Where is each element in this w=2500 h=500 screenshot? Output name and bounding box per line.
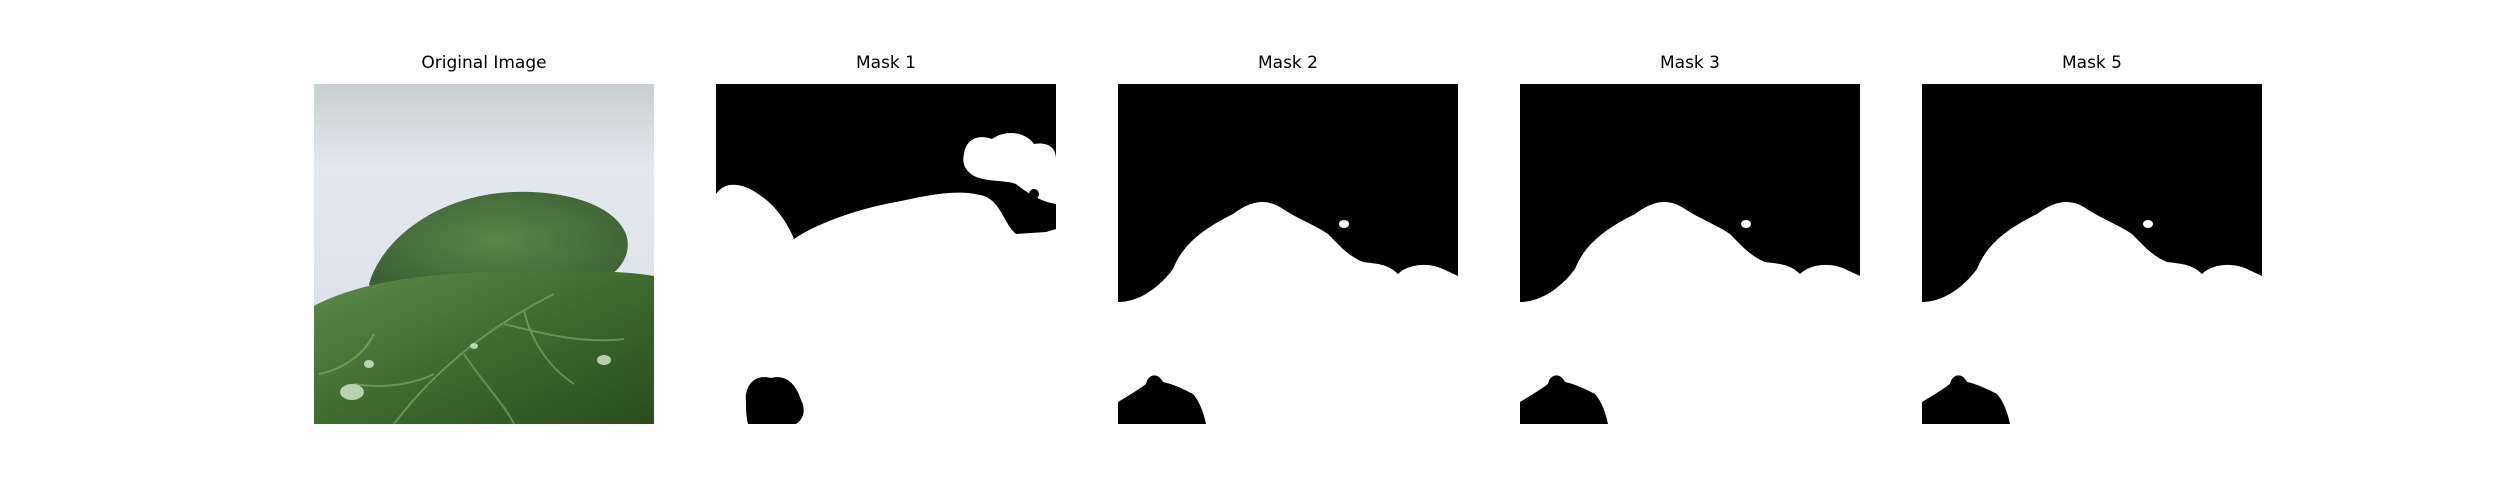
mask-1-image — [716, 84, 1056, 424]
mask-3-image — [1520, 84, 1860, 424]
panel-title: Mask 5 — [2061, 53, 2122, 73]
panel-title: Mask 3 — [1659, 53, 1720, 73]
mask-5-image — [1922, 84, 2262, 424]
panel-title: Original Image — [421, 53, 547, 73]
panel-title: Mask 1 — [855, 53, 916, 73]
original-image — [314, 84, 654, 424]
panel-title: Mask 2 — [1257, 53, 1318, 73]
mask-2-image — [1118, 84, 1458, 424]
